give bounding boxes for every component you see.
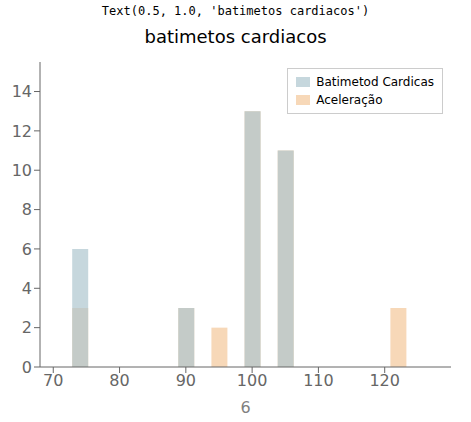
html-text:Aceleração: Aceleração [316,93,383,107]
svg-text:2: 2 [22,318,32,337]
svg-text:14: 14 [12,82,32,101]
svg-text:10: 10 [12,161,32,180]
svg-text:6: 6 [240,398,250,417]
svg-text:120: 120 [369,371,400,390]
svg-text:6: 6 [22,240,32,259]
svg-text:8: 8 [22,200,32,219]
svg-text:80: 80 [109,371,129,390]
html-text:Text(0.5, 1.0, 'batimetos card: Text(0.5, 1.0, 'batimetos cardiacos') [101,4,370,18]
html-text:batimetos cardiacos: batimetos cardiacos [144,26,327,47]
svg-text:110: 110 [303,371,334,390]
svg-text:100: 100 [237,371,268,390]
svg-text:0: 0 [22,358,32,377]
svg-text:12: 12 [12,122,32,141]
svg-text:70: 70 [43,371,63,390]
html-text:Batimetod Cardicas: Batimetod Cardicas [316,75,434,89]
svg-text:90: 90 [176,371,196,390]
svg-text:4: 4 [22,279,32,298]
